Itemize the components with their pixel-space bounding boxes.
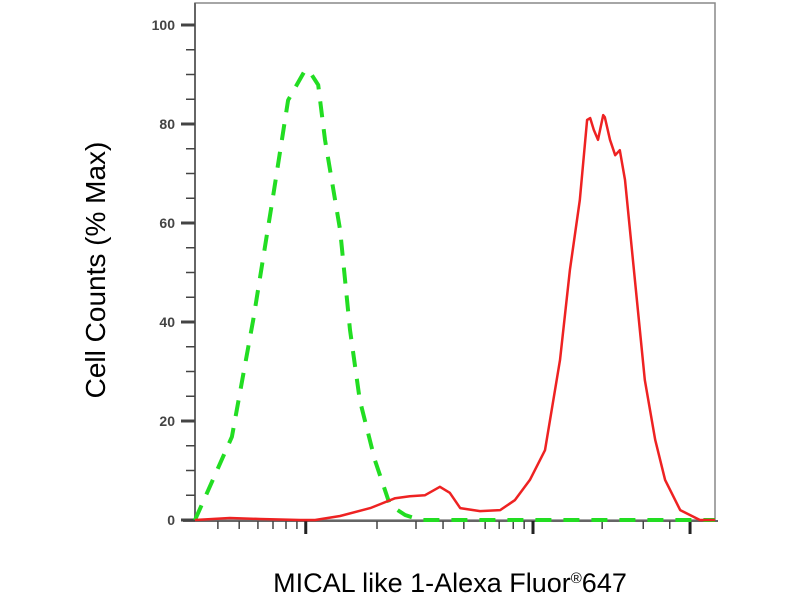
x-axis-title-text: MICAL like 1-Alexa Fluor: [273, 568, 571, 598]
series-lines: [193, 68, 715, 522]
x-axis-title: MICAL like 1-Alexa Fluor®647: [273, 568, 627, 599]
y-tick-label: 40: [159, 314, 175, 330]
y-tick-label: 80: [159, 116, 175, 132]
y-tick-label: 0: [167, 512, 175, 528]
series-line-mical-like-1-stained: [194, 113, 715, 522]
y-axis-ticks: 0 20 40 60 80 100: [152, 17, 195, 528]
x-axis-ticks: [217, 521, 692, 534]
y-axis-title: Cell Counts (% Max): [80, 141, 111, 399]
y-tick-label: 100: [152, 17, 176, 33]
y-tick-label: 20: [159, 413, 175, 429]
plot-frame: [194, 2, 716, 521]
y-tick-label: 60: [159, 215, 175, 231]
axes: [183, 2, 718, 522]
x-axis-title-suffix: 647: [581, 568, 627, 598]
registered-mark: ®: [570, 570, 582, 587]
series-line-isotype-control: [193, 68, 715, 522]
